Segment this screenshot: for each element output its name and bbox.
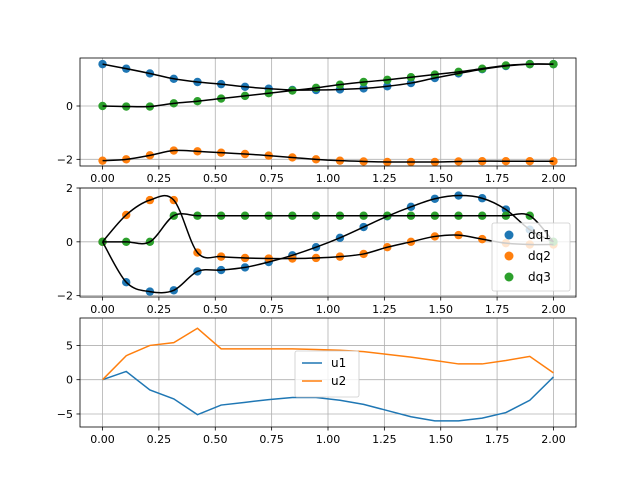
legend: dq1 dq2 dq3 <box>491 222 571 292</box>
x-tick-label: 0.50 <box>203 303 228 316</box>
data-point <box>98 156 107 165</box>
x-tick-label: 0.50 <box>203 433 228 446</box>
legend-swatch <box>504 251 514 261</box>
data-point <box>98 59 107 69</box>
x-tick-label: 1.75 <box>485 433 510 446</box>
x-tick-label: 0.75 <box>259 172 284 185</box>
legend-label: u1 <box>331 356 346 370</box>
fit-curve <box>101 194 554 260</box>
subplot-3: 0.00 0.25 0.50 0.75 1.00 1.25 1.50 1.75 2.00 −5 0 5… <box>57 317 577 446</box>
x-tick-label: 2.00 <box>541 172 566 185</box>
series-line-u1 <box>102 370 554 422</box>
x-tick-label: 2.00 <box>541 433 566 446</box>
y-tick-label: −2 <box>57 153 73 166</box>
fit-curve <box>101 194 554 294</box>
x-tick-label: 1.50 <box>428 303 453 316</box>
y-tick-label: 0 <box>66 100 73 113</box>
legend-box <box>294 350 360 398</box>
y-tick-label: 5 <box>66 339 73 352</box>
y-tick-label: 2 <box>66 182 73 195</box>
legend-label: dq3 <box>528 270 551 284</box>
x-tick-label: 0.25 <box>147 433 172 446</box>
x-tick-label: 0.00 <box>90 303 115 316</box>
x-tick-label: 1.50 <box>428 172 453 185</box>
data-point <box>549 59 558 69</box>
y-tick-label: 0 <box>66 236 73 249</box>
x-tick-label: 1.25 <box>372 172 397 185</box>
x-tick-label: 1.75 <box>485 303 510 316</box>
x-tick-label: 0.75 <box>259 433 284 446</box>
y-tick-label: 0 <box>66 374 73 387</box>
x-tick-label: 1.00 <box>316 433 341 446</box>
x-tick-label: 1.75 <box>485 172 510 185</box>
fit-curve <box>102 213 555 245</box>
legend-label: dq1 <box>528 228 551 242</box>
x-tick-label: 1.25 <box>372 433 397 446</box>
x-tick-label: 0.25 <box>147 172 172 185</box>
x-tick-label: 0.00 <box>90 433 115 446</box>
legend-label: u2 <box>331 374 346 388</box>
x-tick-label: 1.25 <box>372 303 397 316</box>
x-tick-label: 1.50 <box>428 433 453 446</box>
x-tick-label: 0.25 <box>147 303 172 316</box>
legend-label: dq2 <box>528 249 551 263</box>
subplot-1: 0.00 0.25 0.50 0.75 1.00 1.25 1.50 1.75 2.00 −2 0 <box>57 57 577 185</box>
x-tick-label: 0.50 <box>203 172 228 185</box>
legend-swatch <box>504 230 514 240</box>
series-line-u2 <box>102 327 554 381</box>
fit-curve <box>102 63 554 108</box>
y-tick-label: −2 <box>57 290 73 303</box>
x-tick-label: 2.00 <box>541 303 566 316</box>
legend-swatch <box>504 272 514 282</box>
x-tick-label: 0.00 <box>90 172 115 185</box>
data-point <box>98 101 107 111</box>
x-tick-label: 0.75 <box>259 303 284 316</box>
fit-curve <box>102 149 554 163</box>
y-tick-label: −5 <box>57 408 73 421</box>
data-point <box>549 157 558 166</box>
x-tick-label: 1.00 <box>316 303 341 316</box>
x-tick-label: 1.00 <box>316 172 341 185</box>
subplot-2: 0.00 0.25 0.50 0.75 1.00 1.25 1.50 1.75 2.00 −2 0 2… <box>57 182 577 316</box>
